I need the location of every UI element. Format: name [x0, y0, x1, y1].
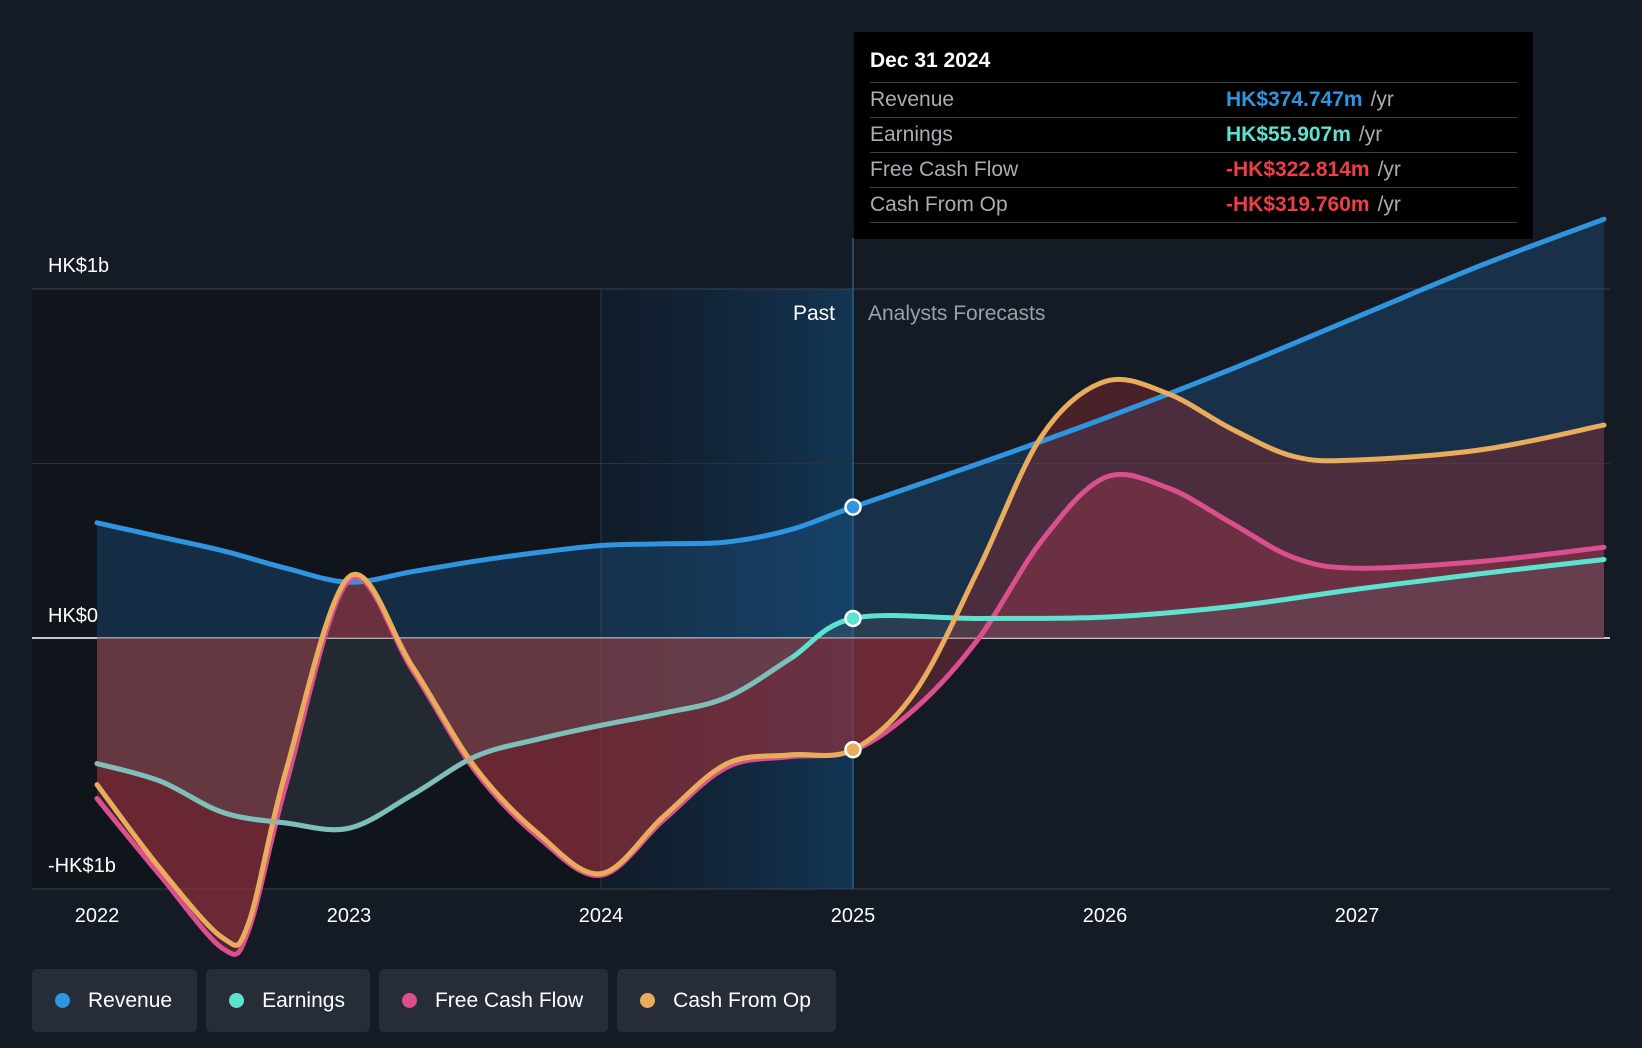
legend-item-free-cash-flow[interactable]: Free Cash Flow: [378, 969, 609, 1032]
marker-earnings[interactable]: [844, 609, 862, 628]
x-tick-label: 2024: [579, 905, 624, 927]
line-cash-from-op: [94, 376, 1607, 948]
x-tick-label: 2025: [831, 905, 876, 927]
tooltip-row-value: HK$55.907m: [1226, 123, 1351, 146]
earnings-dot-icon: [229, 993, 245, 1008]
tooltip-row-value: -HK$319.760m: [1226, 193, 1370, 216]
cash-from-op-dot-icon: [640, 993, 656, 1008]
tooltip-row-unit: /yr: [1358, 123, 1383, 146]
tooltip-row-value: HK$374.747m: [1226, 88, 1363, 111]
marker-revenue[interactable]: [844, 498, 862, 516]
legend-label: Revenue: [88, 988, 173, 1012]
tooltip-row-label: Cash From Op: [870, 193, 1008, 216]
chart-legend: Revenue Earnings Free Cash Flow Cash Fro…: [32, 969, 836, 1032]
legend-item-earnings[interactable]: Earnings: [206, 969, 370, 1032]
past-highlight-band: [601, 289, 853, 889]
x-tick-label: 2027: [1335, 905, 1380, 927]
line-revenue: [94, 216, 1607, 585]
history-background: [32, 289, 601, 889]
tooltip-row-unit: /yr: [1377, 193, 1401, 216]
tooltip-row-earnings: Earnings HK$55.907m /yr: [870, 117, 1517, 152]
y-tick-label: HK$0: [48, 605, 98, 627]
tooltip-row-label: Free Cash Flow: [870, 158, 1019, 181]
x-tick-label: 2022: [75, 905, 120, 927]
tooltip-row-cash-from-op: Cash From Op -HK$319.760m /yr: [870, 187, 1517, 223]
legend-label: Free Cash Flow: [434, 988, 584, 1012]
tooltip-row-unit: /yr: [1377, 158, 1401, 181]
area-free-cash-flow: [97, 474, 1604, 955]
tooltip-row-unit: /yr: [1370, 88, 1394, 111]
legend-label: Earnings: [262, 988, 345, 1012]
area-earnings: [97, 559, 1604, 830]
y-tick-label: HK$1b: [48, 255, 109, 277]
free-cash-flow-dot-icon: [401, 993, 417, 1008]
area-revenue: [97, 219, 1604, 638]
legend-label: Cash From Op: [673, 988, 811, 1012]
tooltip-date: Dec 31 2024: [870, 49, 991, 72]
tooltip-row-free-cash-flow: Free Cash Flow -HK$322.814m /yr: [870, 152, 1517, 187]
marker-cash-from-op[interactable]: [844, 740, 862, 759]
line-earnings-past-overlay: [94, 656, 793, 833]
legend-item-cash-from-op[interactable]: Cash From Op: [617, 969, 836, 1032]
tooltip-row-label: Revenue: [870, 88, 955, 111]
revenue-dot-icon: [55, 993, 70, 1008]
forecast-label: Analysts Forecasts: [868, 302, 1045, 325]
legend-item-revenue[interactable]: Revenue: [32, 969, 198, 1032]
tooltip-row-revenue: Revenue HK$374.747m /yr: [870, 82, 1517, 117]
past-label: Past: [793, 302, 835, 325]
y-tick-label: -HK$1b: [48, 855, 116, 877]
tooltip-row-label: Earnings: [870, 123, 953, 146]
tooltip-row-value: -HK$322.814m: [1226, 158, 1370, 181]
x-tick-label: 2026: [1083, 905, 1128, 927]
line-free-cash-flow: [94, 471, 1607, 957]
x-tick-label: 2023: [327, 905, 372, 927]
data-tooltip: Dec 31 2024 Revenue HK$374.747m /yr Earn…: [854, 32, 1533, 239]
